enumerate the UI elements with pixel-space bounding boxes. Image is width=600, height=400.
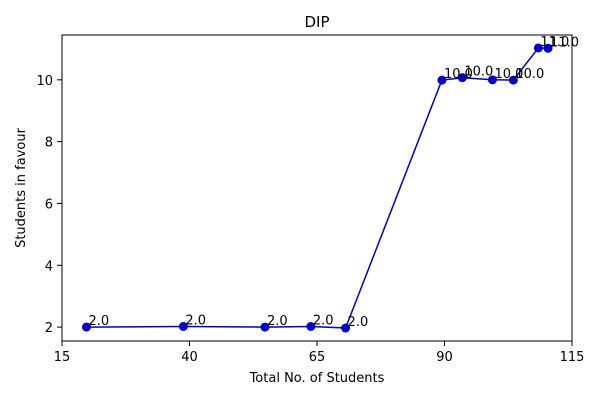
data-point xyxy=(306,321,316,331)
y-tick-label: 10 xyxy=(36,74,53,89)
data-label: 11.0 xyxy=(540,35,569,50)
data-label: 10.0 xyxy=(464,65,493,80)
data-label: 2.0 xyxy=(348,315,369,330)
data-point xyxy=(81,322,91,332)
data-point xyxy=(457,73,467,83)
data-label: 2.0 xyxy=(185,313,206,328)
data-label: 2.0 xyxy=(313,313,334,328)
data-point xyxy=(341,323,351,333)
data-point xyxy=(508,75,518,85)
series-line xyxy=(86,47,549,329)
x-tick-label: 65 xyxy=(309,350,326,365)
x-tick-label: 15 xyxy=(54,350,71,365)
data-label: 10.0 xyxy=(494,67,523,82)
y-tick-label: 4 xyxy=(45,259,53,274)
data-label: 11.0 xyxy=(550,35,579,50)
data-labels: 2.0 2.0 2.0 2.0 2.010.010.0 10.010.011.011.0 xyxy=(88,35,579,330)
x-tick-label: 40 xyxy=(181,350,198,365)
data-label: 10.0 xyxy=(444,67,473,82)
data-point xyxy=(487,75,497,85)
y-tick-label: 2 xyxy=(45,321,53,336)
data-point xyxy=(543,43,553,53)
x-axis: 15 40 65 90 115 xyxy=(54,341,585,365)
x-axis-label: Total No. of Students xyxy=(249,371,385,386)
x-tick-label: 115 xyxy=(560,350,585,365)
data-label: 2.0 xyxy=(88,314,109,329)
data-point xyxy=(437,75,447,85)
y-axis: 2 4 6 8 10 xyxy=(36,74,62,336)
chart-title: DIP xyxy=(304,13,329,31)
y-tick-label: 6 xyxy=(45,197,53,212)
data-point xyxy=(533,43,543,53)
data-point xyxy=(178,321,188,331)
data-markers xyxy=(81,43,553,333)
data-label: 10.0 xyxy=(515,67,544,82)
y-axis-label: Students in favour xyxy=(14,127,29,247)
x-tick-label: 90 xyxy=(436,350,453,365)
y-tick-label: 8 xyxy=(45,136,53,151)
data-label: 2.0 xyxy=(267,314,288,329)
data-point xyxy=(260,322,270,332)
